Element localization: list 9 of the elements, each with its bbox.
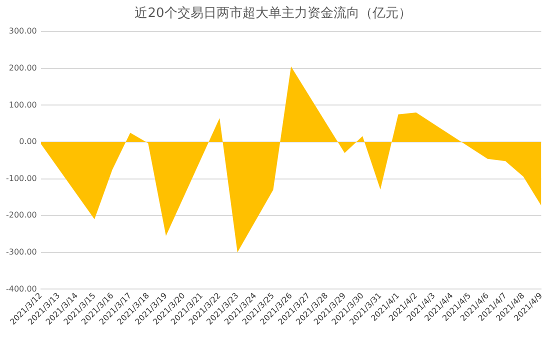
y-tick-label: -300.00 — [6, 247, 37, 256]
y-tick-label: -400.00 — [6, 284, 37, 294]
y-tick-label: 100.00 — [8, 100, 37, 110]
y-tick-label: -200.00 — [6, 210, 37, 220]
y-tick-label: -100.00 — [6, 174, 37, 183]
chart-title: 近20个交易日两市超大单主力资金流向（亿元） — [134, 5, 412, 22]
y-tick-label: 200.00 — [8, 63, 37, 72]
y-tick-label: 0.00 — [19, 137, 37, 146]
y-tick-label: 300.00 — [8, 26, 37, 36]
